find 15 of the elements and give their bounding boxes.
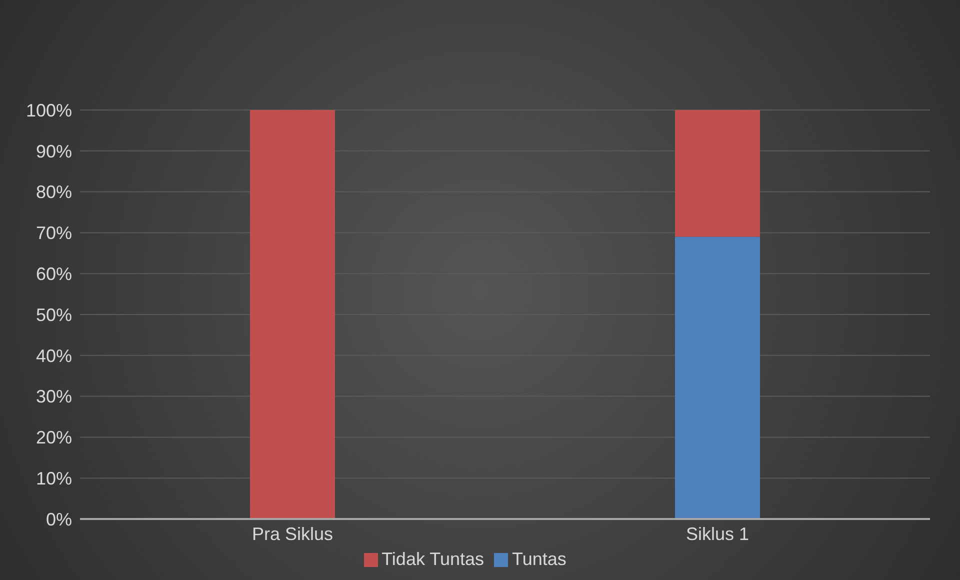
y-tick-label: 0%	[46, 509, 72, 530]
y-tick-label: 40%	[36, 346, 72, 366]
legend-label: Tuntas	[512, 549, 566, 569]
y-tick-label: 70%	[36, 223, 72, 244]
x-tick-label: Siklus 1	[686, 524, 750, 544]
y-tick-label: 60%	[36, 264, 72, 284]
y-tick-label: 100%	[26, 100, 72, 120]
legend-label: Tidak Tuntas	[382, 549, 484, 569]
y-tick-label: 80%	[36, 182, 72, 202]
y-tick-label: 50%	[36, 304, 72, 325]
y-tick-label: 10%	[36, 468, 72, 488]
y-tick-label: 90%	[36, 141, 72, 162]
y-tick-label: 20%	[36, 428, 72, 448]
y-tick-label: 30%	[36, 386, 72, 407]
x-tick-label: Pra Siklus	[252, 524, 334, 544]
